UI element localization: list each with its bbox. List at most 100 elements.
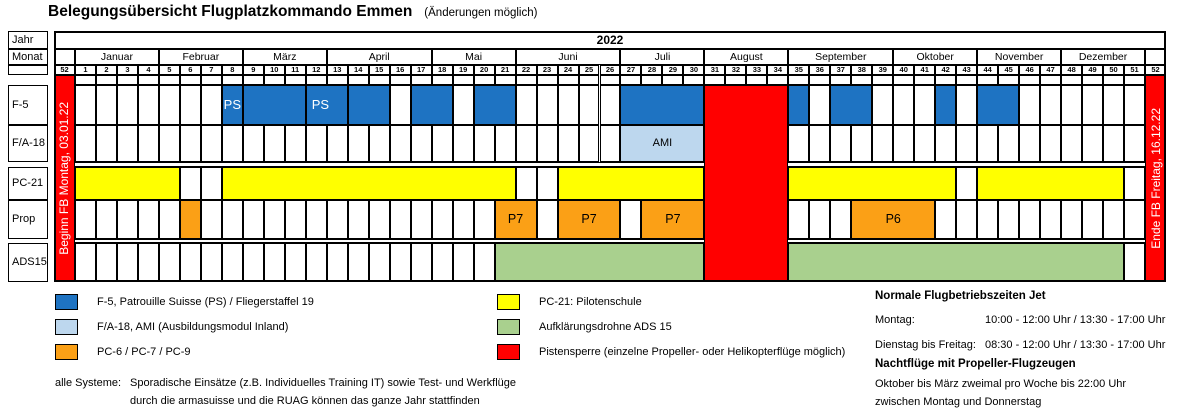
end-fb-column: Ende FB Freitag, 16.12.22 xyxy=(1145,75,1166,282)
legend-label: F-5, Patrouille Suisse (PS) / Fliegersta… xyxy=(97,296,314,308)
empty-week-cell xyxy=(389,85,411,125)
spacer-cell xyxy=(95,75,117,85)
week-cell: 3 xyxy=(116,64,138,75)
empty-week-cell xyxy=(1061,199,1083,239)
week-cell: 18 xyxy=(431,64,453,75)
spacer-cell xyxy=(1103,75,1125,85)
week-cell: 37 xyxy=(830,64,852,75)
spacer-cell xyxy=(1061,75,1083,85)
week-cell: 36 xyxy=(809,64,831,75)
week-cell: 46 xyxy=(1019,64,1041,75)
empty-week-cell xyxy=(431,199,453,239)
spacer-cell xyxy=(1040,75,1062,85)
week-cell: 6 xyxy=(179,64,201,75)
spacer-cell xyxy=(1124,75,1145,85)
empty-week-cell xyxy=(74,85,96,125)
legend-label: Aufklärungsdrohne ADS 15 xyxy=(539,321,672,333)
spacer-cell xyxy=(347,75,369,85)
spacer-cell xyxy=(1019,75,1041,85)
spacer-cell xyxy=(389,75,411,85)
empty-week-cell xyxy=(1061,124,1083,162)
spacer-cell xyxy=(1082,75,1104,85)
empty-week-cell xyxy=(263,242,285,282)
empty-week-cell xyxy=(1124,124,1145,162)
empty-week-cell xyxy=(1019,124,1041,162)
week-cell: 50 xyxy=(1103,64,1125,75)
week-cell: 51 xyxy=(1124,64,1145,75)
schedule-block-f5 xyxy=(242,85,306,125)
row-label-pc21: PC-21 xyxy=(8,166,48,200)
legend-label: PC-21: Pilotenschule xyxy=(539,296,642,308)
empty-week-cell xyxy=(557,85,579,125)
empty-week-cell xyxy=(1040,199,1062,239)
week-cell: 16 xyxy=(389,64,411,75)
empty-week-cell xyxy=(368,124,390,162)
week-cell: 17 xyxy=(410,64,432,75)
spacer-cell xyxy=(599,75,621,85)
empty-week-cell xyxy=(284,199,306,239)
spacer-cell xyxy=(788,75,810,85)
empty-week-cell xyxy=(830,199,852,239)
spacer-cell xyxy=(809,75,831,85)
empty-week-cell xyxy=(809,124,831,162)
empty-week-cell xyxy=(158,242,180,282)
week-cell: 26 xyxy=(599,64,621,75)
empty-week-cell xyxy=(116,124,138,162)
empty-week-cell xyxy=(347,242,369,282)
empty-week-cell xyxy=(1103,199,1125,239)
begin-fb-column: Beginn FB Montag, 03.01.22 xyxy=(54,75,75,282)
spacer-cell xyxy=(452,75,474,85)
empty-week-cell xyxy=(1103,85,1125,125)
week-cell: 45 xyxy=(998,64,1020,75)
closure-block xyxy=(704,85,789,282)
week-cell: 2 xyxy=(95,64,117,75)
week-cell: 11 xyxy=(284,64,306,75)
week-cell: 49 xyxy=(1082,64,1104,75)
schedule-block-f5 xyxy=(473,85,516,125)
week-cell: 43 xyxy=(956,64,978,75)
empty-week-cell xyxy=(473,124,495,162)
schedule-block-prop xyxy=(179,199,201,239)
month-cell: Juni xyxy=(515,49,621,65)
spacer-cell xyxy=(284,75,306,85)
row-header-week xyxy=(8,64,48,75)
week-cell: 13 xyxy=(326,64,348,75)
empty-week-cell xyxy=(74,242,96,282)
week-cell: 5 xyxy=(158,64,180,75)
empty-week-cell xyxy=(284,242,306,282)
week-cell: 33 xyxy=(746,64,768,75)
empty-week-cell xyxy=(95,199,117,239)
spacer-cell xyxy=(473,75,495,85)
empty-week-cell xyxy=(221,124,243,162)
night-flights-heading: Nachtflüge mit Propeller-Flugzeugen xyxy=(875,358,1076,370)
week-cell: 7 xyxy=(200,64,222,75)
empty-week-cell xyxy=(893,124,915,162)
empty-week-cell xyxy=(368,199,390,239)
legend-swatch-red xyxy=(497,344,520,360)
schedule-block-f5 xyxy=(788,85,810,125)
schedule-block-f5 xyxy=(935,85,957,125)
spacer-cell xyxy=(893,75,915,85)
week-cell: 29 xyxy=(662,64,684,75)
month-cell: Dezember xyxy=(1061,49,1146,65)
empty-week-cell xyxy=(200,166,222,200)
month-cell: März xyxy=(242,49,327,65)
row-label-ads15: ADS15 xyxy=(8,242,48,282)
empty-week-cell xyxy=(788,199,810,239)
month-cell: August xyxy=(704,49,789,65)
empty-week-cell xyxy=(200,199,222,239)
empty-week-cell xyxy=(620,199,642,239)
spacer-cell xyxy=(620,75,642,85)
empty-week-cell xyxy=(536,124,558,162)
legend-label: F/A-18, AMI (Ausbildungsmodul Inland) xyxy=(97,321,289,333)
empty-week-cell xyxy=(956,199,978,239)
spacer-cell xyxy=(137,75,159,85)
empty-week-cell xyxy=(347,124,369,162)
empty-week-cell xyxy=(452,85,474,125)
empty-week-cell xyxy=(1124,85,1145,125)
spacer-cell xyxy=(158,75,180,85)
schedule-block-f5: PS xyxy=(221,85,243,125)
schedule-block-ads15 xyxy=(788,242,1125,282)
spacer-cell xyxy=(746,75,768,85)
night-flights-line: zwischen Montag und Donnerstag xyxy=(875,396,1042,408)
